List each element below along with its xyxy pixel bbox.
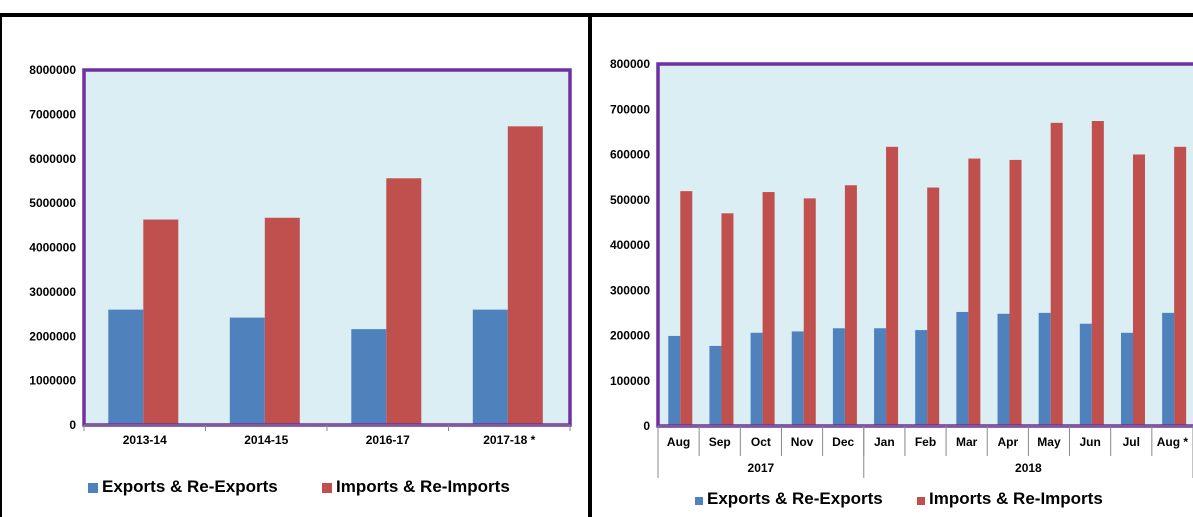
- chart1-legend-label-imports: Imports & Re-Imports: [336, 477, 510, 496]
- chart2-y-tick-label: 100000: [610, 374, 650, 388]
- chart2-bar-exports-3: [791, 331, 804, 426]
- chart2-bar-imports-4: [844, 185, 857, 426]
- chart2-year-group-label: 2017: [748, 461, 775, 475]
- chart2-x-tick-label: Oct: [751, 435, 771, 449]
- chart1-bar-imports-1: [264, 217, 300, 425]
- chart1-legend: Exports & Re-Exports Imports & Re-Imports: [88, 477, 510, 496]
- chart1-bar-imports-0: [143, 219, 179, 425]
- chart2-x-tick-label: Sep: [709, 435, 731, 449]
- chart2-x-tick-label: Jun: [1079, 435, 1100, 449]
- right-panel-frame: [588, 13, 1193, 517]
- chart2-bar-imports-12: [1174, 146, 1187, 426]
- chart2-x-tick-label: Dec: [832, 435, 854, 449]
- chart1-bars: [108, 126, 543, 425]
- chart2-x-tick-label: Jan: [874, 435, 895, 449]
- chart1-y-tick-label: 1000000: [29, 374, 76, 388]
- chart2-y-tick-label: 0: [643, 419, 650, 433]
- chart2-bar-exports-6: [915, 330, 928, 426]
- chart2-bar-imports-5: [886, 146, 899, 426]
- chart2-bar-exports-12: [1162, 312, 1175, 426]
- chart2-bar-exports-11: [1120, 332, 1133, 426]
- chart2-legend-swatch-exports: [695, 497, 703, 505]
- chart2-bars: [668, 121, 1187, 426]
- chart2-bar-exports-8: [997, 313, 1010, 426]
- chart1-y-tick-label: 8000000: [29, 63, 76, 77]
- chart2-bar-imports-6: [927, 187, 940, 426]
- chart2-bar-exports-0: [668, 335, 681, 426]
- chart2-legend-label-imports: Imports & Re-Imports: [929, 489, 1103, 508]
- chart2-bar-exports-4: [832, 328, 845, 426]
- chart2-x-tick-label: Jul: [1123, 435, 1140, 449]
- chart2-bar-imports-0: [680, 191, 693, 426]
- chart2-x-tick-label: Apr: [997, 435, 1018, 449]
- chart1-x-tick-label: 2014-15: [244, 433, 288, 447]
- chart2-y-tick-label: 700000: [610, 102, 650, 116]
- chart1-legend-swatch-imports: [322, 483, 332, 493]
- chart2-bar-imports-10: [1091, 121, 1104, 426]
- chart1-y-axis: 0 1000000 2000000 3000000 4000000 5000000 6000…: [29, 63, 76, 432]
- chart1-y-tick-label: 0: [69, 418, 76, 432]
- chart1-x-tick-label: 2013-14: [123, 433, 167, 447]
- chart2-bar-exports-9: [1038, 312, 1051, 426]
- chart1-x-axis: 2013-14 2014-15 2016-17 2017-18 *: [83, 424, 571, 447]
- chart1-y-tick-label: 6000000: [29, 152, 76, 166]
- chart1-bar-exports-3: [472, 309, 508, 425]
- chart2-bar-imports-11: [1132, 154, 1145, 426]
- chart2-x-tick-label: Nov: [791, 435, 814, 449]
- chart2-bar-exports-1: [709, 345, 722, 426]
- chart2-y-axis: 0 100000 200000 300000 400000 500000 600000 700…: [610, 57, 650, 433]
- chart2-bar-exports-5: [874, 328, 887, 426]
- chart2-y-tick-label: 400000: [610, 238, 650, 252]
- chart1-y-tick-label: 5000000: [29, 196, 76, 210]
- chart2-bar-imports-9: [1050, 122, 1063, 426]
- chart1-bar-exports-1: [229, 317, 265, 425]
- annual-trade-chart: 0 1000000 2000000 3000000 4000000 5000000 6000…: [29, 63, 572, 496]
- chart1-x-tick-label: 2017-18 *: [483, 433, 535, 447]
- chart2-bar-exports-10: [1079, 323, 1092, 426]
- chart2-y-tick-label: 200000: [610, 329, 650, 343]
- chart2-legend-swatch-imports: [917, 497, 925, 505]
- chart2-bar-imports-2: [762, 192, 775, 426]
- chart2-bar-imports-8: [1009, 159, 1022, 426]
- chart1-legend-swatch-exports: [88, 483, 98, 493]
- chart2-y-tick-label: 800000: [610, 57, 650, 71]
- monthly-trade-chart: 0 100000 200000 300000 400000 500000 600000 700…: [610, 57, 1193, 508]
- chart2-bar-imports-7: [968, 158, 981, 426]
- chart1-bar-exports-2: [351, 329, 387, 425]
- chart2-bar-imports-1: [721, 213, 734, 426]
- chart1-legend-label-exports: Exports & Re-Exports: [102, 477, 278, 496]
- chart1-y-tick-label: 7000000: [29, 107, 76, 121]
- chart2-y-tick-label: 500000: [610, 193, 650, 207]
- chart2-x-tick-label: Mar: [956, 435, 978, 449]
- chart2-y-tick-label: 600000: [610, 148, 650, 162]
- chart1-y-tick-label: 2000000: [29, 329, 76, 343]
- chart2-bar-exports-7: [956, 311, 969, 426]
- chart1-y-tick-label: 3000000: [29, 285, 76, 299]
- chart2-x-tick-label: Feb: [915, 435, 936, 449]
- chart2-x-tick-label: May: [1037, 435, 1061, 449]
- chart1-y-tick-label: 4000000: [29, 241, 76, 255]
- chart2-legend: Exports & Re-Exports Imports & Re-Imports: [695, 489, 1103, 508]
- chart1-bar-exports-0: [108, 309, 144, 425]
- chart2-y-tick-label: 300000: [610, 283, 650, 297]
- chart2-x-tick-label: Aug *: [1157, 435, 1189, 449]
- chart1-bar-imports-2: [386, 178, 422, 425]
- chart2-legend-label-exports: Exports & Re-Exports: [707, 489, 883, 508]
- chart2-year-group-label: 2018: [1015, 461, 1042, 475]
- chart2-bar-exports-2: [750, 332, 763, 426]
- chart1-x-tick-label: 2016-17: [366, 433, 410, 447]
- chart1-bar-imports-3: [507, 126, 543, 425]
- chart2-x-tick-label: Aug: [667, 435, 690, 449]
- chart2-bar-imports-3: [803, 198, 816, 426]
- chart2-x-axis: Aug Sep Oct Nov Dec Jan Feb Mar Apr May Jun Jul Aug …: [657, 425, 1193, 478]
